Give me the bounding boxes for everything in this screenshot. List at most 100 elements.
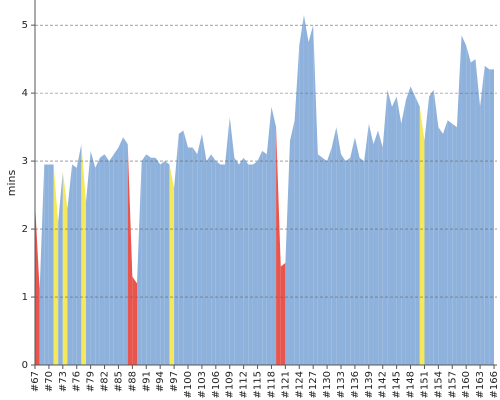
- area-segment: [229, 116, 235, 365]
- area-segment: [466, 45, 471, 365]
- area-segment: [239, 157, 244, 365]
- y-tick-label: 1: [22, 292, 28, 303]
- area-segment: [132, 276, 137, 365]
- x-tick-label: #115: [253, 371, 264, 398]
- area-segment: [248, 164, 253, 365]
- area-segment: [280, 263, 286, 365]
- y-axis-label: mins: [5, 169, 18, 196]
- area-segment: [368, 123, 374, 365]
- area-segment: [215, 161, 221, 365]
- y-tick-label: 5: [22, 20, 28, 31]
- area-segment: [419, 106, 425, 365]
- area-segment: [276, 127, 281, 366]
- area-segment: [146, 154, 151, 365]
- area-segment: [104, 154, 110, 365]
- x-tick-label: #76: [72, 371, 83, 392]
- area-segment: [192, 147, 198, 365]
- area-segment: [53, 164, 59, 365]
- area-segment: [443, 120, 448, 365]
- area-segment: [303, 14, 309, 366]
- area-segment: [155, 157, 161, 365]
- area-segment: [345, 157, 351, 365]
- x-tick-label: #127: [308, 371, 319, 398]
- area-segment: [266, 106, 272, 365]
- area-segment: [424, 96, 430, 365]
- area-segment: [118, 137, 124, 365]
- area-segment: [169, 164, 175, 365]
- area-segment: [137, 161, 142, 365]
- x-tick-label: #79: [86, 371, 97, 392]
- area-segment: [72, 164, 77, 365]
- area-segment: [331, 127, 337, 366]
- area-segment: [67, 164, 73, 365]
- area-segment: [480, 65, 485, 366]
- area-segment: [271, 106, 277, 365]
- area-segment: [44, 164, 49, 365]
- area-segment: [382, 89, 388, 365]
- area-segment: [201, 133, 207, 365]
- x-tick-label: #130: [322, 371, 333, 398]
- area-segment: [387, 89, 392, 365]
- x-tick-label: #121: [280, 371, 291, 398]
- area-segment: [243, 157, 249, 365]
- x-tick-label: #100: [183, 371, 194, 398]
- area-segment: [95, 157, 100, 365]
- area-segment: [378, 130, 383, 365]
- area-segment: [336, 127, 341, 366]
- area-segment: [164, 161, 170, 365]
- area-segment: [456, 35, 462, 365]
- area-segment: [257, 150, 263, 365]
- x-tick-label: #118: [266, 371, 277, 398]
- area-segment: [211, 154, 216, 365]
- area-segment: [127, 144, 133, 365]
- x-tick-label: #97: [169, 371, 180, 392]
- x-tick-label: #109: [225, 371, 236, 398]
- area-segment: [220, 164, 226, 365]
- area-segment: [415, 96, 420, 365]
- area-segment: [317, 154, 323, 365]
- area-segment: [234, 157, 239, 365]
- area-segment: [429, 89, 434, 365]
- x-tick-label: #139: [364, 371, 375, 398]
- area-segment: [294, 45, 300, 365]
- area-segment: [113, 147, 119, 365]
- area-segment: [160, 161, 165, 365]
- x-tick-label: #148: [406, 371, 417, 398]
- x-tick-label: #85: [113, 371, 124, 392]
- x-tick-label: #70: [44, 371, 55, 392]
- area-segment: [206, 154, 212, 365]
- y-tick-label: 3: [22, 156, 28, 167]
- area-segment: [290, 120, 295, 365]
- area-segment: [90, 150, 96, 365]
- area-segment: [354, 137, 360, 365]
- area-segment: [299, 14, 304, 366]
- area-segment: [62, 171, 68, 365]
- area-segment: [313, 25, 318, 365]
- area-segment: [188, 147, 193, 365]
- area-segment: [81, 144, 86, 365]
- area-segment: [341, 154, 346, 365]
- x-tick-label: #106: [211, 371, 222, 398]
- area-segment: [123, 137, 128, 365]
- area-segment: [327, 147, 332, 365]
- x-tick-label: #142: [378, 371, 389, 398]
- x-tick-label: #151: [419, 371, 430, 398]
- area-segment: [438, 127, 443, 366]
- area-segment: [447, 120, 453, 365]
- area-segment: [452, 123, 457, 365]
- area-segment: [433, 89, 439, 365]
- x-tick-label: #103: [197, 371, 208, 398]
- y-tick-label: 2: [22, 224, 28, 235]
- area-segment: [396, 96, 402, 365]
- y-tick-label: 0: [22, 360, 28, 371]
- area-segment: [262, 150, 267, 365]
- area-segment: [58, 171, 63, 365]
- area-segment: [109, 154, 114, 365]
- area-segment: [285, 140, 290, 365]
- area-segment: [141, 154, 147, 365]
- area-segment: [308, 25, 314, 365]
- area-segment: [410, 86, 416, 366]
- x-tick-label: #73: [58, 371, 69, 392]
- area-segment: [484, 65, 490, 366]
